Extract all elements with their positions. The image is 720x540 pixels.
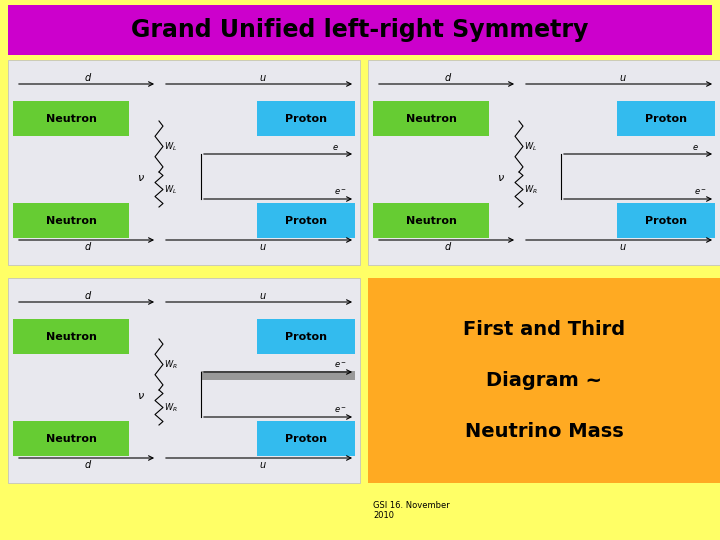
Text: Neutron: Neutron — [405, 215, 456, 226]
FancyBboxPatch shape — [617, 203, 715, 238]
Text: GSI 16. November
2010: GSI 16. November 2010 — [373, 501, 450, 521]
Text: e: e — [693, 143, 698, 152]
Text: $W_L$: $W_L$ — [524, 140, 537, 153]
Text: Proton: Proton — [285, 113, 327, 124]
Text: d: d — [84, 291, 91, 301]
FancyBboxPatch shape — [13, 101, 129, 136]
Text: u: u — [259, 291, 265, 301]
FancyBboxPatch shape — [13, 319, 129, 354]
Text: Proton: Proton — [645, 215, 687, 226]
Text: Neutron: Neutron — [45, 332, 96, 341]
Text: Proton: Proton — [645, 113, 687, 124]
Text: $W_R$: $W_R$ — [164, 401, 178, 414]
FancyBboxPatch shape — [257, 319, 355, 354]
Text: ν: ν — [138, 173, 144, 183]
Text: ν: ν — [138, 391, 144, 401]
Text: u: u — [619, 73, 625, 83]
Text: $e^-$: $e^-$ — [333, 187, 346, 197]
Text: d: d — [84, 242, 91, 252]
Text: d: d — [444, 242, 451, 252]
Text: Neutron: Neutron — [45, 215, 96, 226]
Text: u: u — [259, 73, 265, 83]
Text: $W_R$: $W_R$ — [524, 183, 538, 195]
Text: d: d — [444, 73, 451, 83]
Text: Neutron: Neutron — [45, 434, 96, 443]
Text: Diagram ~: Diagram ~ — [486, 371, 602, 390]
Text: Proton: Proton — [285, 434, 327, 443]
FancyBboxPatch shape — [257, 421, 355, 456]
Text: $e^-$: $e^-$ — [693, 187, 706, 197]
FancyBboxPatch shape — [257, 101, 355, 136]
Text: u: u — [619, 242, 625, 252]
FancyBboxPatch shape — [373, 101, 489, 136]
Text: $W_L$: $W_L$ — [164, 183, 177, 195]
Text: e: e — [333, 143, 338, 152]
Text: $e^-$: $e^-$ — [333, 360, 346, 370]
Text: Grand Unified left-right Symmetry: Grand Unified left-right Symmetry — [131, 18, 589, 42]
Text: u: u — [259, 460, 265, 470]
Text: ν: ν — [498, 173, 504, 183]
FancyBboxPatch shape — [201, 371, 355, 380]
FancyBboxPatch shape — [13, 421, 129, 456]
FancyBboxPatch shape — [368, 278, 720, 483]
FancyBboxPatch shape — [257, 203, 355, 238]
FancyBboxPatch shape — [617, 101, 715, 136]
FancyBboxPatch shape — [368, 60, 720, 265]
FancyBboxPatch shape — [8, 278, 360, 483]
Text: Neutron: Neutron — [405, 113, 456, 124]
Text: Proton: Proton — [285, 332, 327, 341]
Text: $W_R$: $W_R$ — [164, 358, 178, 371]
Text: d: d — [84, 73, 91, 83]
Text: Proton: Proton — [285, 215, 327, 226]
Text: d: d — [84, 460, 91, 470]
Text: $W_L$: $W_L$ — [164, 140, 177, 153]
Text: Neutrino Mass: Neutrino Mass — [464, 422, 624, 441]
Text: Neutron: Neutron — [45, 113, 96, 124]
FancyBboxPatch shape — [8, 5, 712, 55]
FancyBboxPatch shape — [8, 60, 360, 265]
Text: u: u — [259, 242, 265, 252]
FancyBboxPatch shape — [13, 203, 129, 238]
FancyBboxPatch shape — [373, 203, 489, 238]
Text: $e^-$: $e^-$ — [333, 405, 346, 415]
Text: First and Third: First and Third — [463, 320, 625, 339]
